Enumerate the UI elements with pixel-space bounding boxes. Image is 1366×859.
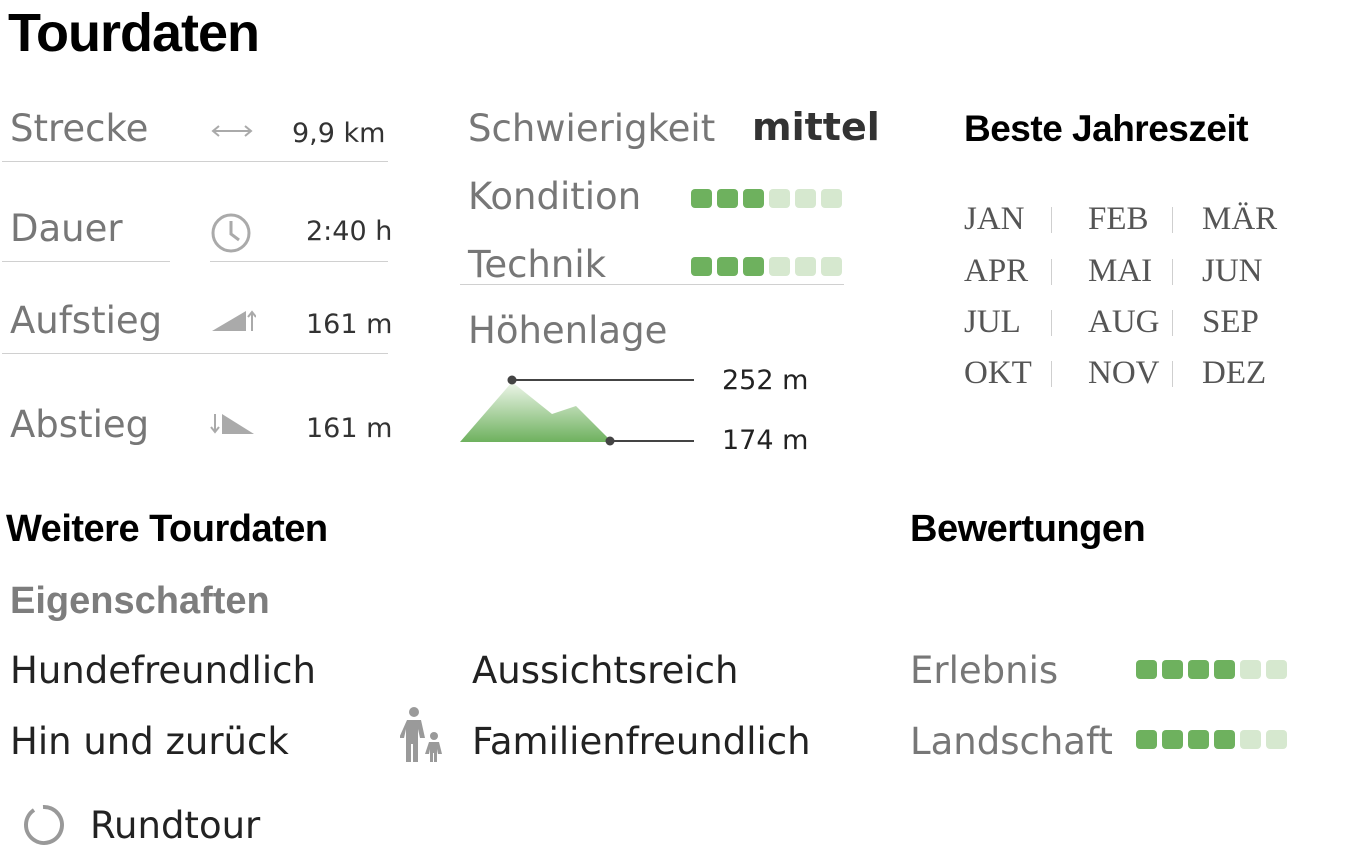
ascent-value: 161 m bbox=[306, 309, 393, 340]
rating-dot bbox=[1214, 660, 1235, 679]
family-icon bbox=[399, 706, 448, 770]
rating-dot bbox=[1136, 660, 1157, 679]
property-out-and-back: Hin und zurück bbox=[10, 720, 289, 763]
property-dog-friendly: Hundefreundlich bbox=[10, 649, 316, 692]
rating-dot bbox=[717, 189, 738, 208]
distance-label: Strecke bbox=[10, 107, 149, 150]
month-item: OKT bbox=[964, 355, 1032, 391]
condition-rating bbox=[691, 189, 842, 208]
rating-dot bbox=[691, 257, 712, 276]
month-item: JUN bbox=[1202, 253, 1263, 289]
difficulty-label: Schwierigkeit bbox=[468, 107, 716, 150]
rating-dot bbox=[821, 189, 842, 208]
technique-rating bbox=[691, 257, 842, 276]
rating-dot bbox=[1240, 660, 1261, 679]
month-separator bbox=[1051, 207, 1052, 233]
distance-value: 9,9 km bbox=[292, 118, 386, 149]
rating-dot bbox=[1136, 730, 1157, 749]
month-separator bbox=[1172, 207, 1173, 233]
altitude-min: 174 m bbox=[722, 425, 809, 456]
duration-label: Dauer bbox=[10, 207, 123, 250]
month-item: FEB bbox=[1088, 201, 1149, 237]
rating-landscape-label: Landschaft bbox=[910, 720, 1113, 763]
rating-dot bbox=[743, 189, 764, 208]
month-item: AUG bbox=[1088, 304, 1160, 340]
descent-label: Abstieg bbox=[10, 403, 150, 446]
month-separator bbox=[1051, 310, 1052, 336]
rating-dot bbox=[717, 257, 738, 276]
rating-experience bbox=[1136, 660, 1287, 679]
rating-dot bbox=[769, 189, 790, 208]
season-title: Beste Jahreszeit bbox=[964, 108, 1249, 149]
ratings-title: Bewertungen bbox=[910, 508, 1146, 550]
double-arrow-icon bbox=[210, 120, 254, 146]
technique-label: Technik bbox=[468, 243, 607, 286]
month-item: JUL bbox=[964, 304, 1021, 340]
rating-dot bbox=[1162, 730, 1183, 749]
rating-dot bbox=[1162, 660, 1183, 679]
property-family-friendly: Familienfreundlich bbox=[472, 720, 811, 763]
ascent-label: Aufstieg bbox=[10, 299, 163, 342]
month-item: DEZ bbox=[1202, 355, 1267, 391]
descent-icon bbox=[210, 410, 256, 440]
rating-dot bbox=[769, 257, 790, 276]
rating-experience-label: Erlebnis bbox=[910, 649, 1059, 692]
month-item: MAI bbox=[1088, 253, 1153, 289]
rating-dot bbox=[1240, 730, 1261, 749]
rating-dot bbox=[1266, 730, 1287, 749]
mountain-icon bbox=[460, 370, 700, 454]
month-separator bbox=[1051, 259, 1052, 285]
month-item: APR bbox=[964, 253, 1029, 289]
month-separator bbox=[1172, 310, 1173, 336]
month-item: NOV bbox=[1088, 355, 1160, 391]
rating-dot bbox=[821, 257, 842, 276]
month-separator bbox=[1172, 259, 1173, 285]
property-loop: Rundtour bbox=[90, 804, 261, 847]
loop-icon bbox=[20, 802, 66, 852]
rating-dot bbox=[743, 257, 764, 276]
property-scenic: Aussichtsreich bbox=[472, 649, 739, 692]
page-title: Tourdaten bbox=[8, 3, 260, 63]
clock-icon bbox=[210, 212, 252, 258]
difficulty-value: mittel bbox=[752, 105, 880, 149]
rating-dot bbox=[1188, 660, 1209, 679]
rating-dot bbox=[691, 189, 712, 208]
ascent-icon bbox=[210, 307, 257, 337]
altitude-label: Höhenlage bbox=[468, 309, 668, 352]
rating-dot bbox=[1214, 730, 1235, 749]
more-title: Weitere Tourdaten bbox=[6, 508, 328, 550]
month-separator bbox=[1172, 361, 1173, 387]
duration-value: 2:40 h bbox=[306, 216, 393, 247]
rating-dot bbox=[795, 257, 816, 276]
condition-label: Kondition bbox=[468, 175, 642, 218]
month-item: JAN bbox=[964, 201, 1025, 237]
altitude-max: 252 m bbox=[722, 365, 809, 396]
month-item: SEP bbox=[1202, 304, 1259, 340]
rating-dot bbox=[1266, 660, 1287, 679]
properties-title: Eigenschaften bbox=[10, 580, 270, 622]
rating-dot bbox=[795, 189, 816, 208]
rating-dot bbox=[1188, 730, 1209, 749]
descent-value: 161 m bbox=[306, 413, 393, 444]
month-separator bbox=[1051, 361, 1052, 387]
rating-landscape bbox=[1136, 730, 1287, 749]
month-item: MÄR bbox=[1202, 201, 1278, 237]
